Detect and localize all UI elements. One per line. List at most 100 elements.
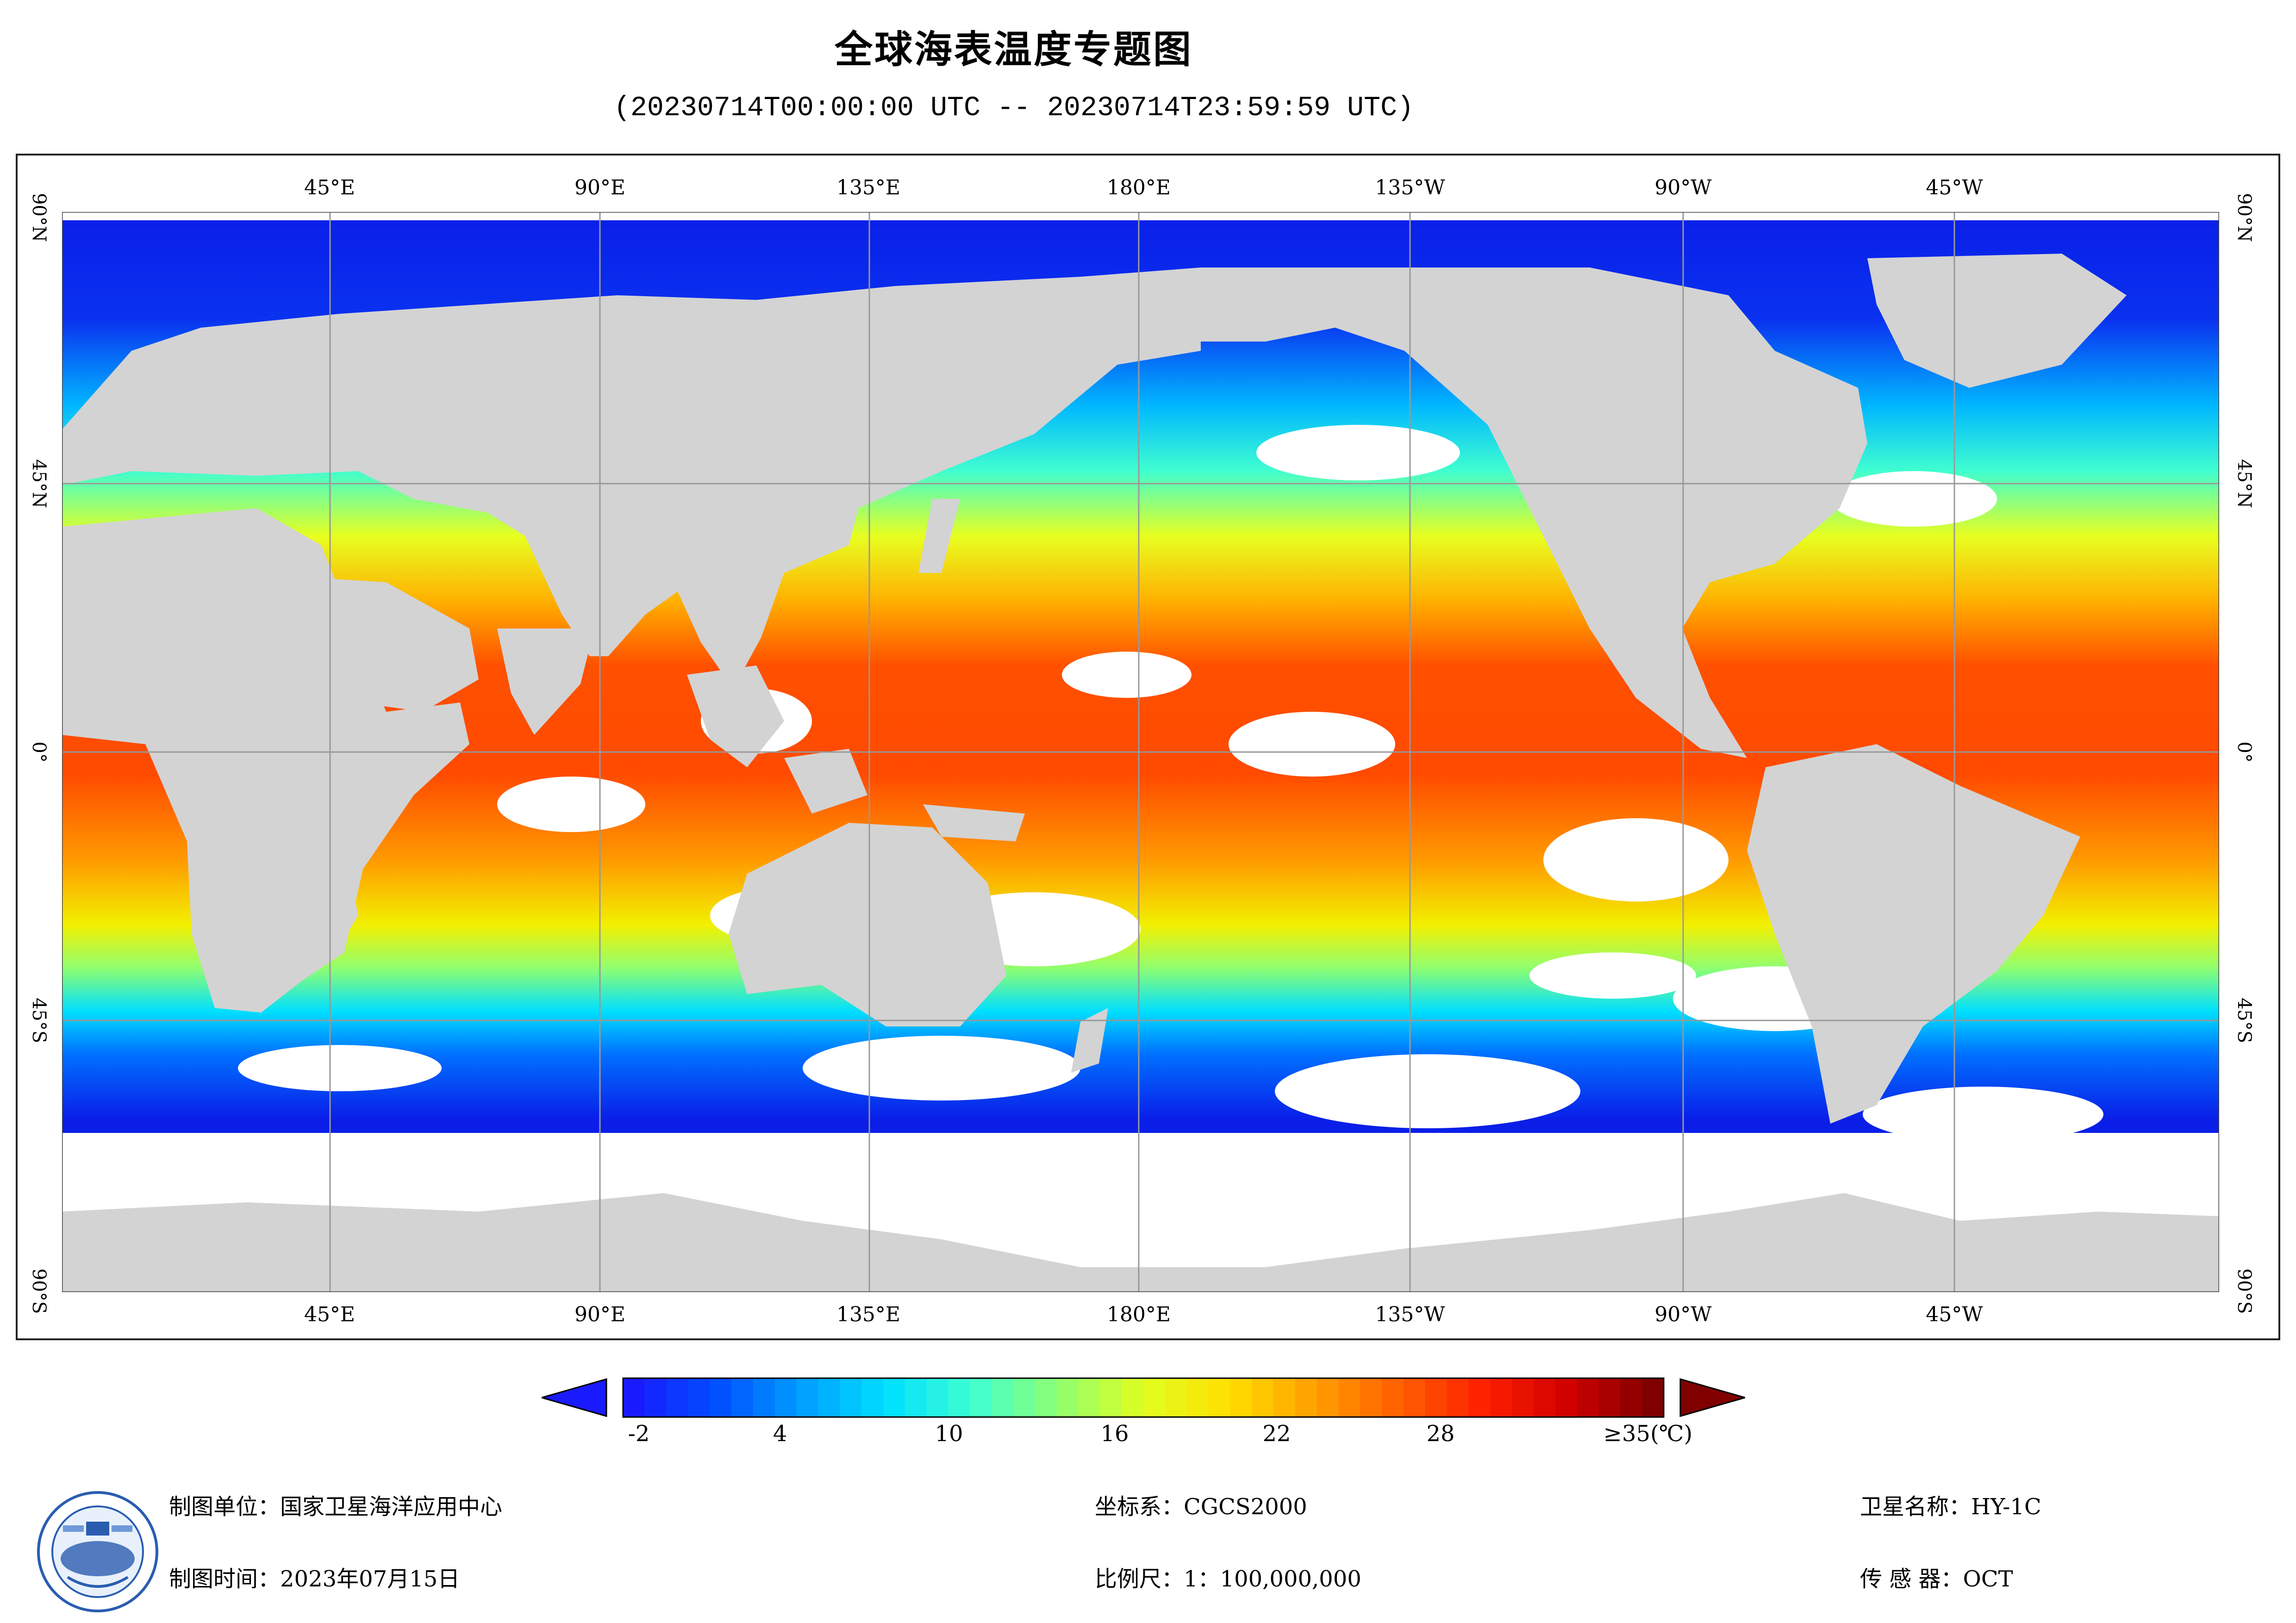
satellite-ocean-center-logo-icon bbox=[35, 1489, 160, 1614]
colorbar-tick--2: -2 bbox=[628, 1421, 650, 1447]
colorbar-cell bbox=[1078, 1378, 1101, 1417]
colorbar-cell bbox=[1447, 1378, 1469, 1417]
new-guinea-landmass bbox=[923, 804, 1025, 841]
colorbar-tick-35: ≥35(℃) bbox=[1603, 1421, 1693, 1447]
colorbar-cell bbox=[1620, 1378, 1643, 1417]
colorbar-cell bbox=[1230, 1378, 1253, 1417]
colorbar-cell bbox=[1273, 1378, 1296, 1417]
colorbar-cell bbox=[905, 1378, 927, 1417]
colorbar-cell bbox=[688, 1378, 711, 1417]
lon-label-bottom-90e: 90°E bbox=[574, 1303, 626, 1326]
land-masses bbox=[62, 254, 2219, 1292]
australia-landmass bbox=[729, 823, 1006, 1026]
colorbar-cell bbox=[948, 1378, 971, 1417]
colorbar-cell bbox=[1100, 1378, 1123, 1417]
lon-label-bottom-135w: 135°W bbox=[1375, 1303, 1445, 1326]
colorbar-cells bbox=[623, 1378, 1664, 1417]
lat-label-left-0: 0° bbox=[28, 741, 50, 763]
colorbar-cell bbox=[1577, 1378, 1599, 1417]
colorbar-cell bbox=[1642, 1378, 1664, 1417]
lon-label-top-135w: 135°W bbox=[1375, 176, 1445, 199]
colorbar-cell bbox=[710, 1378, 732, 1417]
colorbar-cell bbox=[1598, 1378, 1621, 1417]
india-landmass bbox=[497, 628, 594, 735]
lon-label-bottom-135e: 135°E bbox=[836, 1303, 901, 1326]
borneo-landmass bbox=[784, 749, 867, 814]
mapping-org: 制图单位：国家卫星海洋应用中心 bbox=[169, 1494, 503, 1520]
lon-label-top-180e: 180°E bbox=[1106, 176, 1171, 199]
lat-label-left-90s: 90°S bbox=[28, 1268, 50, 1314]
colorbar-cell bbox=[970, 1378, 992, 1417]
colorbar-cell bbox=[1468, 1378, 1491, 1417]
colorbar-cell bbox=[644, 1378, 667, 1417]
lon-label-top-90e: 90°E bbox=[574, 176, 626, 199]
new-zealand-landmass bbox=[1071, 1008, 1108, 1073]
coordinate-system: 坐标系：CGCS2000 bbox=[1095, 1494, 1307, 1520]
colorbar-cell bbox=[796, 1378, 819, 1417]
colorbar-cell bbox=[666, 1378, 689, 1417]
map-scale: 比例尺：1：100,000,000 bbox=[1095, 1566, 1361, 1592]
colorbar-cell bbox=[1360, 1378, 1383, 1417]
lat-label-right-90n: 90°N bbox=[2234, 193, 2255, 242]
lon-label-bottom-180e: 180°E bbox=[1106, 1303, 1171, 1326]
sst-map bbox=[62, 212, 2219, 1292]
colorbar-cell bbox=[861, 1378, 884, 1417]
lat-label-right-90s: 90°S bbox=[2234, 1268, 2255, 1314]
colorbar-cell bbox=[1056, 1378, 1079, 1417]
lat-label-right-45s: 45°S bbox=[2234, 997, 2255, 1044]
colorbar-cell bbox=[1425, 1378, 1447, 1417]
colorbar-cell bbox=[1490, 1378, 1513, 1417]
colorbar-cell bbox=[753, 1378, 775, 1417]
under-range-arrow-icon bbox=[539, 1378, 607, 1417]
colorbar-cell bbox=[1165, 1378, 1187, 1417]
colorbar-cell bbox=[731, 1378, 754, 1417]
temperature-colorbar bbox=[539, 1374, 1748, 1439]
colorbar-cell bbox=[1555, 1378, 1578, 1417]
japan-landmass bbox=[918, 499, 960, 573]
colorbar-cell bbox=[926, 1378, 949, 1417]
lat-label-left-45s: 45°S bbox=[28, 997, 50, 1044]
sensor-name: 传 感 器：OCT bbox=[1860, 1566, 2013, 1592]
south-america-landmass bbox=[1747, 744, 2080, 1124]
colorbar-cell bbox=[1186, 1378, 1209, 1417]
colorbar-cell bbox=[1512, 1378, 1534, 1417]
antarctica-landmass bbox=[62, 1193, 2219, 1292]
colorbar-cell bbox=[774, 1378, 797, 1417]
southeast-asia-landmass bbox=[687, 665, 784, 767]
lon-label-bottom-45w: 45°W bbox=[1926, 1303, 1983, 1326]
north-america-landmass bbox=[1201, 267, 1867, 758]
satellite-name: 卫星名称：HY-1C bbox=[1860, 1494, 2041, 1520]
colorbar-tick-16: 16 bbox=[1100, 1421, 1129, 1447]
greenland-landmass bbox=[1867, 254, 2127, 388]
lon-label-top-90w: 90°W bbox=[1654, 176, 1712, 199]
colorbar-cell bbox=[1252, 1378, 1274, 1417]
colorbar-cell bbox=[1013, 1378, 1036, 1417]
colorbar-cell bbox=[883, 1378, 905, 1417]
lon-label-top-135e: 135°E bbox=[836, 176, 901, 199]
colorbar-tick-4: 4 bbox=[773, 1421, 787, 1447]
colorbar-cell bbox=[818, 1378, 841, 1417]
colorbar-cell bbox=[1534, 1378, 1556, 1417]
colorbar-cell bbox=[1316, 1378, 1339, 1417]
colorbar-cell bbox=[1035, 1378, 1057, 1417]
lon-label-bottom-90w: 90°W bbox=[1654, 1303, 1712, 1326]
lat-label-right-45n: 45°N bbox=[2234, 459, 2255, 508]
colorbar-cell bbox=[1122, 1378, 1144, 1417]
page-title: 全球海表温度专题图 bbox=[834, 28, 1193, 72]
colorbar-tick-22: 22 bbox=[1262, 1421, 1291, 1447]
lon-label-top-45e: 45°E bbox=[304, 176, 356, 199]
colorbar-cell bbox=[1295, 1378, 1317, 1417]
lon-label-top-45w: 45°W bbox=[1926, 176, 1983, 199]
lat-label-left-90n: 90°N bbox=[28, 193, 50, 242]
colorbar-cell bbox=[1143, 1378, 1166, 1417]
colorbar-cell bbox=[1338, 1378, 1361, 1417]
lat-label-right-0: 0° bbox=[2234, 741, 2255, 763]
eurasia-landmass bbox=[62, 267, 1201, 689]
colorbar-cell bbox=[1208, 1378, 1231, 1417]
colorbar-cell bbox=[1404, 1378, 1426, 1417]
colorbar-cell bbox=[840, 1378, 862, 1417]
colorbar-tick-28: 28 bbox=[1426, 1421, 1455, 1447]
colorbar-cell bbox=[623, 1378, 645, 1417]
lon-label-bottom-45e: 45°E bbox=[304, 1303, 356, 1326]
africa-landmass bbox=[62, 508, 469, 1013]
